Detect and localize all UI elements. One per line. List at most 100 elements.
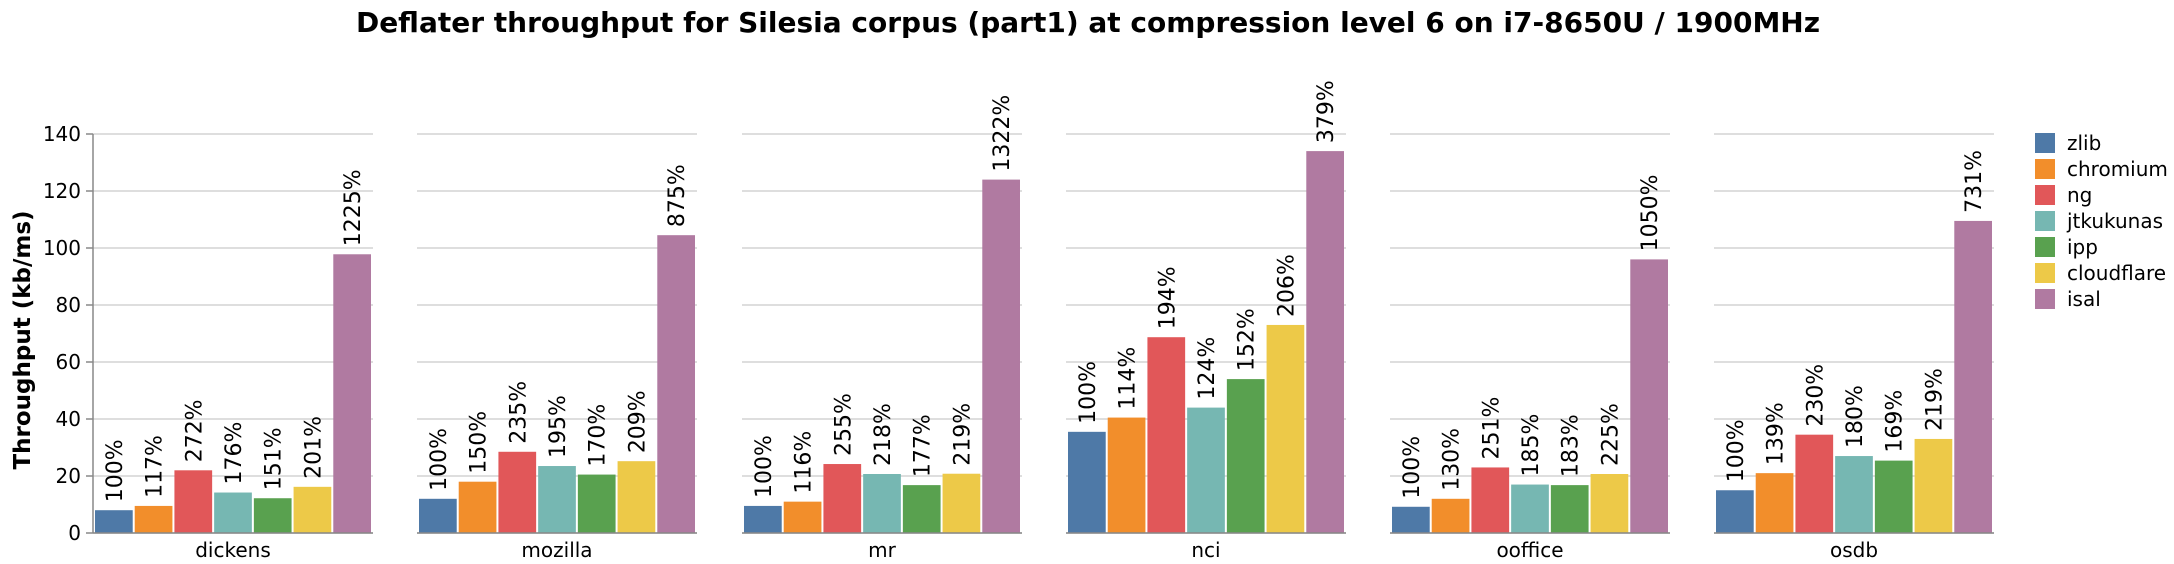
bar-ooffice-chromium xyxy=(1431,498,1470,533)
y-tick-label: 120 xyxy=(43,179,81,203)
legend-swatch-zlib xyxy=(2035,133,2055,153)
bar-nci-ipp xyxy=(1226,379,1265,533)
bar-ooffice-isal xyxy=(1630,259,1668,533)
legend-swatch-jtkukunas xyxy=(2035,211,2055,231)
bar-osdb-ng xyxy=(1795,434,1834,533)
legend-swatch-cloudflare xyxy=(2035,263,2055,283)
bar-dickens-cloudflare xyxy=(293,486,332,533)
bar-mr-chromium xyxy=(783,501,822,533)
data-label-ooffice-ng: 251% xyxy=(1479,397,1504,460)
bar-mr-ipp xyxy=(902,485,941,533)
bar-mozilla-ng xyxy=(498,451,537,533)
category-label-mozilla: mozilla xyxy=(521,538,592,562)
facet-panel-dickens: 100% 117% 272% 176% 151% 201% 1225% dickens 0 20 4… xyxy=(43,122,373,562)
legend-swatch-isal xyxy=(2035,289,2055,309)
facet-panel-osdb: 100% 139% 230% 180% 169% 219% 731% osdb xyxy=(1714,133,1994,562)
category-label-nci: nci xyxy=(1191,538,1220,562)
facet-panel-ooffice: 100% 130% 251% 185% 183% 225% 1050% ooffice xyxy=(1390,133,1670,562)
bar-mozilla-cloudflare xyxy=(617,461,656,533)
bar-nci-cloudflare xyxy=(1266,324,1305,533)
data-label-ooffice-ipp: 183% xyxy=(1559,414,1584,477)
data-label-dickens-jtkukunas: 176% xyxy=(222,422,247,485)
category-label-mr: mr xyxy=(868,538,896,562)
data-label-mozilla-jtkukunas: 195% xyxy=(546,395,571,458)
data-label-nci-ng: 194% xyxy=(1155,266,1180,329)
data-label-osdb-isal: 731% xyxy=(1962,150,1987,213)
legend-label-zlib: zlib xyxy=(2067,131,2101,155)
data-label-mozilla-ng: 235% xyxy=(506,381,531,444)
legend-swatch-chromium xyxy=(2035,159,2055,179)
legend-label-ng: ng xyxy=(2067,183,2092,207)
bar-nci-ng xyxy=(1147,337,1186,533)
data-label-nci-cloudflare: 206% xyxy=(1274,254,1299,317)
data-label-osdb-ipp: 169% xyxy=(1883,390,1908,453)
category-label-dickens: dickens xyxy=(195,538,271,562)
bar-dickens-jtkukunas xyxy=(214,492,252,533)
data-label-nci-isal: 379% xyxy=(1314,80,1339,143)
bar-ooffice-ipp xyxy=(1550,485,1589,533)
bar-osdb-chromium xyxy=(1755,473,1794,533)
legend-swatch-ng xyxy=(2035,185,2055,205)
data-label-dickens-chromium: 117% xyxy=(143,435,168,498)
bar-osdb-ipp xyxy=(1874,460,1913,533)
data-label-osdb-cloudflare: 219% xyxy=(1922,368,1947,431)
bar-ooffice-ng xyxy=(1471,467,1510,533)
data-label-osdb-ng: 230% xyxy=(1803,364,1828,427)
bar-dickens-zlib xyxy=(95,510,133,533)
data-label-nci-jtkukunas: 124% xyxy=(1195,337,1220,400)
bar-nci-chromium xyxy=(1107,417,1146,533)
data-label-osdb-chromium: 139% xyxy=(1764,402,1789,465)
facet-panels: 100% 117% 272% 176% 151% 201% 1225% dickens 0 20 4… xyxy=(43,80,1994,562)
y-tick-label: 0 xyxy=(68,521,81,545)
data-label-mr-jtkukunas: 218% xyxy=(871,403,896,466)
bar-ooffice-zlib xyxy=(1392,506,1430,533)
data-label-dickens-ipp: 151% xyxy=(262,427,287,490)
data-label-osdb-zlib: 100% xyxy=(1724,419,1749,482)
data-label-nci-chromium: 114% xyxy=(1116,347,1141,410)
bar-nci-jtkukunas xyxy=(1187,407,1225,533)
bar-dickens-ng xyxy=(174,470,213,533)
legend-swatch-ipp xyxy=(2035,237,2055,257)
legend-label-jtkukunas: jtkukunas xyxy=(2066,209,2163,233)
y-tick-label: 40 xyxy=(56,407,81,431)
data-label-mr-ipp: 177% xyxy=(911,414,936,477)
data-label-dickens-ng: 272% xyxy=(182,399,207,462)
data-label-ooffice-chromium: 130% xyxy=(1440,428,1465,491)
bar-mr-ng xyxy=(823,464,862,533)
data-label-mozilla-chromium: 150% xyxy=(467,411,492,474)
chart-title: Deflater throughput for Silesia corpus (… xyxy=(356,6,1820,39)
data-label-ooffice-jtkukunas: 185% xyxy=(1519,414,1544,477)
y-tick-label: 140 xyxy=(43,122,81,146)
data-label-ooffice-cloudflare: 225% xyxy=(1598,403,1623,466)
bar-osdb-jtkukunas xyxy=(1835,456,1873,533)
data-label-osdb-jtkukunas: 180% xyxy=(1843,385,1868,448)
data-label-mozilla-cloudflare: 209% xyxy=(625,390,650,453)
bar-mr-cloudflare xyxy=(942,473,981,533)
data-label-mr-ng: 255% xyxy=(831,393,856,456)
bar-mozilla-isal xyxy=(657,235,695,534)
bar-osdb-zlib xyxy=(1716,490,1754,533)
bar-mr-jtkukunas xyxy=(863,474,901,533)
bar-mozilla-jtkukunas xyxy=(538,466,576,533)
data-label-mr-chromium: 116% xyxy=(792,431,817,494)
data-label-ooffice-isal: 1050% xyxy=(1638,174,1663,251)
y-tick-label: 80 xyxy=(56,293,81,317)
bar-mozilla-zlib xyxy=(419,498,457,533)
data-label-nci-ipp: 152% xyxy=(1235,308,1260,371)
data-label-nci-zlib: 100% xyxy=(1076,361,1101,424)
facet-panel-nci: 100% 114% 194% 124% 152% 206% 379% nci xyxy=(1066,80,1346,562)
y-tick-label: 100 xyxy=(43,236,81,260)
y-axis-label: Throughput (kb/ms) xyxy=(10,210,36,469)
bar-osdb-cloudflare xyxy=(1914,438,1953,533)
bar-mozilla-ipp xyxy=(577,474,616,533)
bar-mozilla-chromium xyxy=(458,481,497,533)
data-label-mozilla-isal: 875% xyxy=(665,164,690,227)
data-label-mr-isal: 1322% xyxy=(990,95,1015,172)
legend-label-ipp: ipp xyxy=(2067,235,2098,259)
bar-mr-zlib xyxy=(744,505,782,533)
bar-dickens-chromium xyxy=(134,505,173,533)
bar-dickens-ipp xyxy=(253,498,292,533)
facet-panel-mozilla: 100% 150% 235% 195% 170% 209% 875% mozilla xyxy=(417,133,697,562)
